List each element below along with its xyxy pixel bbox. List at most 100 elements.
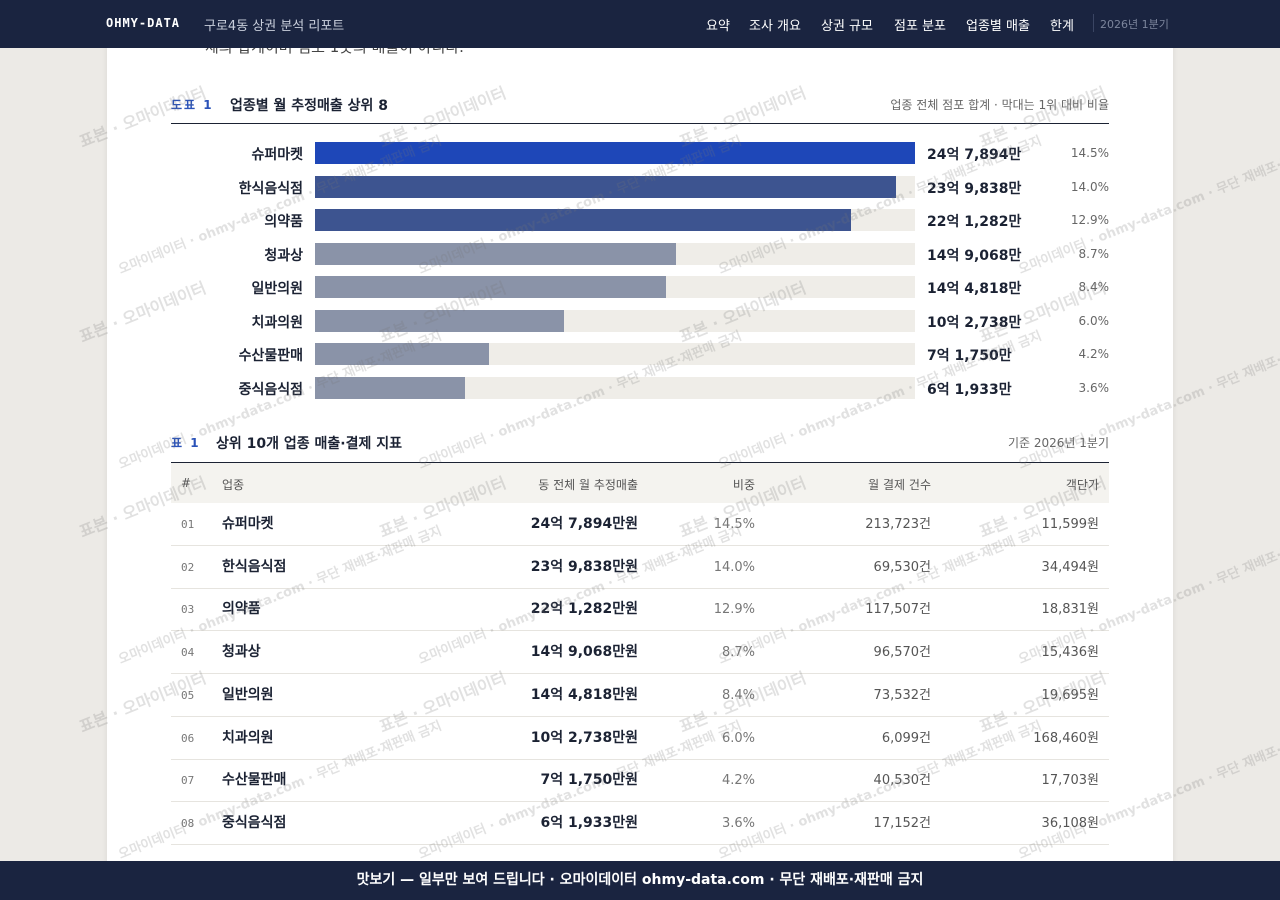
table-cell: 01 [181,518,195,531]
table-header: # 업종 동 전체 월 추정매출 비중 월 결제 건수 객단가 [171,462,1109,503]
table-cell: 34,494원 [1041,559,1099,575]
table-cell: 03 [181,603,195,617]
bar-share: 3.6% [1078,380,1110,395]
table-cell: 11,599원 [1041,517,1099,532]
table-row: 03 의약품 22억 1,282만원 12.9% 117,507건 18,831원 [171,588,1109,632]
table-cell: 69,530건 [873,559,931,575]
bar-label: 중식음식점 [238,381,303,398]
table-cell: 10억 2,738만원 [530,729,638,746]
table-cell: 8.4% [721,687,755,703]
bar [315,376,465,399]
table-cell: 4.2% [721,773,755,789]
nav-link[interactable]: 업종별 매출 [966,19,1030,34]
table-cell: 07 [181,774,195,788]
table-cell: 6,099건 [881,730,931,746]
table-cell: 14.0% [713,559,755,575]
table-cell: 36,108원 [1041,815,1099,831]
table-header-cell: 업종 [222,478,245,492]
bar-share: 8.7% [1078,246,1110,261]
table-cell: 05 [181,688,195,702]
bar-share: 6.0% [1078,313,1110,328]
table-note: 기준 2026년 1분기 [1007,436,1109,450]
table-cell: 수산물판매 [222,772,287,789]
table-cell: 02 [181,560,195,574]
bar [315,209,851,231]
bar-value-label: 24억 7,894만 [927,147,1022,163]
table-cell: 청과상 [222,644,261,661]
table-cell: 6억 1,933만원 [540,814,638,831]
table-cell: 12.9% [713,602,755,618]
bar [315,309,564,332]
table-cell: 의약품 [222,601,261,618]
table-cell: 04 [181,646,195,660]
bar-value-label: 6억 1,933만 [927,381,1012,398]
brand[interactable]: OHMY-DATA [106,16,181,30]
table-cell: 96,570건 [873,645,931,661]
table-cell: 06 [181,731,195,745]
table-row: 04 청과상 14억 9,068만원 8.7% 96,570건 15,436원 [171,631,1109,675]
table-header-cell: 객단가 [1065,478,1099,492]
bar [315,343,489,365]
bar-track [315,376,915,399]
bar [315,276,666,298]
figure-note: 업종 전체 점포 합계 · 막대는 1위 대비 비율 [890,98,1109,112]
period: 2026년 1분기 [1100,18,1169,31]
table-cell: 24억 7,894만원 [530,516,638,532]
bar-value-label: 22억 1,282만 [927,214,1022,230]
table-header-cell: 월 결제 건수 [868,478,931,492]
table-title: 상위 10개 업종 매출·결제 지표 [216,436,402,452]
bar [315,242,676,265]
bar-share: 4.2% [1078,347,1110,361]
bar [315,142,915,164]
table-cell: 168,460원 [1033,730,1099,746]
table-cell: 117,507건 [865,602,931,618]
bar-label: 슈퍼마켓 [251,147,303,163]
bar-value-label: 7억 1,750만 [927,348,1012,364]
nav-link[interactable]: 상권 규모 [821,19,873,34]
bar-value-label: 14억 4,818만 [927,281,1022,297]
bar-label: 일반의원 [251,281,303,297]
nav-link[interactable]: 조사 개요 [749,19,801,34]
bar-value-label: 23억 9,838만 [927,180,1022,197]
bar-value-label: 14억 9,068만 [927,247,1022,264]
footer: 맛보기 — 일부만 보여 드립니다 · 오마이데이터 ohmy-data.com… [0,861,1280,900]
bar-value-label: 10억 2,738만 [927,314,1022,331]
table-row: 08 중식음식점 6억 1,933만원 3.6% 17,152건 36,108원 [171,802,1109,845]
nav-subtitle: 구로4동 상권 분석 리포트 [204,19,345,34]
table-cell: 15,436원 [1041,645,1099,661]
table-cell: 40,530건 [873,773,931,789]
table-cell: 치과의원 [222,729,274,746]
bar-share: 12.9% [1070,213,1109,227]
top-nav: OHMY-DATA 구로4동 상권 분석 리포트 요약 조사 개요 상권 규모 점포 … [0,0,1280,48]
table-cell: 73,532건 [873,687,931,703]
table-cell: 슈퍼마켓 [222,516,274,532]
bar-label: 수산물판매 [238,348,303,364]
table-cell: 08 [181,816,195,830]
table-row: 06 치과의원 10억 2,738만원 6.0% 6,099건 168,460원 [171,717,1109,760]
table-cell: 17,152건 [873,815,931,831]
nav-link[interactable]: 한계 [1050,19,1074,34]
table-cell: 14.5% [713,517,755,532]
nav-link[interactable]: 요약 [706,19,730,34]
table-cell: 14억 4,818만원 [530,686,638,703]
bar-label: 청과상 [264,247,303,264]
table-cell: 한식음식점 [222,558,287,575]
table-row: 01 슈퍼마켓 24억 7,894만원 14.5% 213,723건 11,599원 [171,503,1109,546]
figure-label: 도표 1 [171,98,214,112]
table-cell: 중식음식점 [222,814,287,831]
table-row: 02 한식음식점 23억 9,838만원 14.0% 69,530건 34,494원 [171,546,1109,589]
table-header-cell: 동 전체 월 추정매출 [538,478,638,492]
bar-share: 14.0% [1070,179,1109,194]
table-cell: 6.0% [721,730,755,746]
table-header-cell: # [181,476,192,490]
table-row: 05 일반의원 14억 4,818만원 8.4% 73,532건 19,695원 [171,674,1109,717]
bar-share: 8.4% [1078,280,1110,294]
table-cell: 17,703원 [1041,773,1099,789]
table-cell: 3.6% [721,815,755,831]
figure-title: 업종별 월 추정매출 상위 8 [230,98,389,114]
table-cell: 213,723건 [865,517,931,532]
table-cell: 일반의원 [222,686,274,703]
table-row: 07 수산물판매 7억 1,750만원 4.2% 40,530건 17,703원 [171,759,1109,803]
nav-link[interactable]: 점포 분포 [894,19,946,34]
